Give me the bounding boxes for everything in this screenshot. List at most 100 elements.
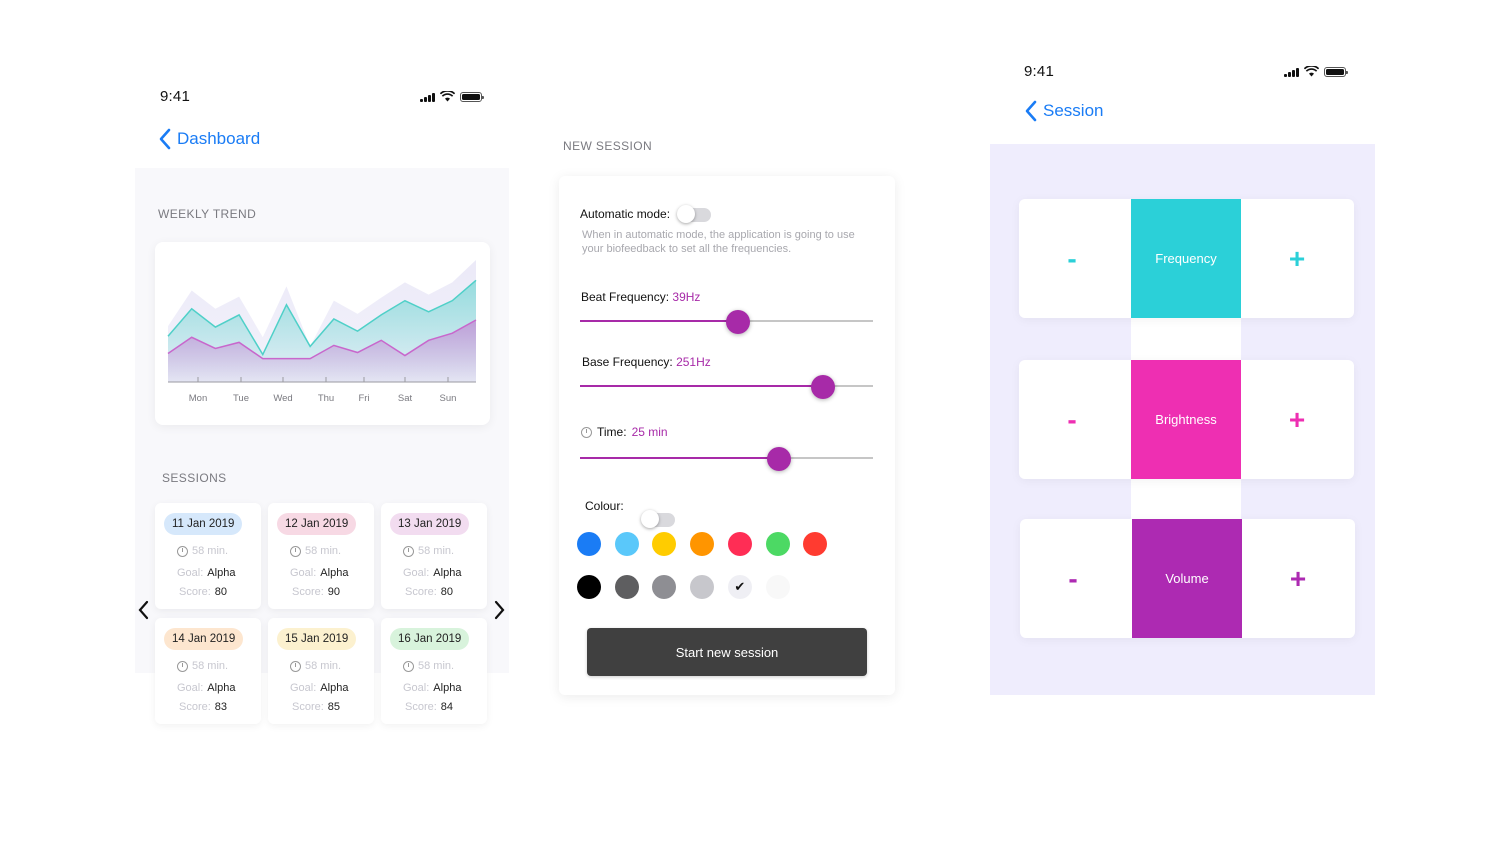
colour-label: Colour: (585, 499, 624, 513)
volume-increase-button[interactable]: + (1289, 562, 1307, 594)
chevron-right-icon (494, 600, 505, 620)
frequency-label: Frequency (1131, 199, 1241, 318)
session-card[interactable]: 14 Jan 2019 58 min. Goal: Alpha Score: 83 (155, 618, 261, 724)
card-connector (1131, 318, 1241, 360)
x-tick-label: Mon (189, 393, 207, 404)
clock-icon (177, 660, 188, 672)
session-duration: 58 min. (177, 545, 228, 557)
automatic-mode-hint: When in automatic mode, the application … (582, 229, 855, 255)
base-frequency-slider[interactable] (580, 375, 873, 399)
colour-swatch[interactable] (765, 532, 790, 556)
frequency-increase-button[interactable]: + (1288, 242, 1306, 274)
session-date: 12 Jan 2019 (277, 513, 357, 535)
base-frequency-value: 251Hz (676, 355, 711, 369)
session-date: 15 Jan 2019 (277, 628, 357, 650)
new-session-title: NEW SESSION (563, 139, 653, 153)
brightness-decrease-button[interactable]: - (1067, 403, 1077, 435)
series-line (167, 319, 477, 360)
x-tick-label: Sat (398, 393, 413, 404)
back-to-session[interactable]: Session (1024, 100, 1103, 122)
session-goal: Goal: Alpha (177, 567, 236, 579)
time-label: Time: 25 min (581, 425, 668, 439)
status-time: 9:41 (160, 88, 190, 105)
session-goal: Goal: Alpha (290, 682, 349, 694)
session-score: Score: 90 (292, 586, 341, 598)
status-icons (420, 91, 484, 102)
colour-swatch[interactable] (652, 575, 677, 599)
battery-icon (459, 91, 484, 102)
signal-icon (1284, 67, 1299, 77)
time-value: 25 min (631, 425, 668, 439)
colour-swatch[interactable] (803, 532, 828, 556)
session-score: Score: 84 (405, 701, 454, 713)
beat-frequency-slider[interactable] (580, 310, 873, 334)
chevron-left-icon (1025, 100, 1037, 122)
colour-swatch[interactable] (614, 532, 639, 556)
new-session-card (559, 176, 895, 695)
clock-icon (403, 660, 414, 672)
slider-thumb[interactable] (811, 375, 836, 399)
x-tick-label: Wed (273, 393, 292, 404)
sessions-title: SESSIONS (162, 471, 227, 485)
x-tick-label: Tue (233, 393, 249, 404)
next-sessions-button[interactable] (493, 600, 505, 626)
signal-icon (420, 92, 435, 102)
slider-thumb[interactable] (726, 310, 751, 334)
brightness-control: - Brightness + (1019, 360, 1354, 479)
colour-swatch[interactable] (727, 532, 752, 556)
prev-sessions-button[interactable] (138, 600, 150, 626)
beat-frequency-label: Beat Frequency: 39Hz (581, 290, 701, 304)
colour-swatch[interactable] (577, 532, 601, 556)
session-date: 16 Jan 2019 (390, 628, 470, 650)
colour-swatch[interactable] (652, 532, 677, 556)
x-tick-label: Thu (318, 393, 334, 404)
card-connector (1131, 478, 1241, 519)
wifi-icon (1303, 66, 1319, 77)
slider-thumb[interactable] (767, 447, 792, 471)
volume-decrease-button[interactable]: - (1068, 562, 1078, 594)
session-card[interactable]: 12 Jan 2019 58 min. Goal: Alpha Score: 90 (268, 503, 374, 609)
back-to-dashboard[interactable]: Dashboard (158, 128, 260, 150)
colour-swatch[interactable] (614, 575, 639, 599)
session-card[interactable]: 15 Jan 2019 58 min. Goal: Alpha Score: 85 (268, 618, 374, 724)
clock-icon (403, 545, 414, 557)
x-tick-label: Fri (358, 393, 369, 404)
frequency-decrease-button[interactable]: - (1067, 242, 1077, 274)
status-icons (1284, 66, 1348, 77)
colour-swatch[interactable] (690, 575, 715, 599)
colour-swatch[interactable] (690, 532, 715, 556)
back-label: Session (1043, 101, 1104, 120)
checkmark-icon: ✔ (734, 579, 746, 594)
frequency-control: - Frequency + (1019, 199, 1354, 318)
session-duration: 58 min. (290, 545, 341, 557)
automatic-mode-label: Automatic mode: (580, 207, 671, 221)
base-frequency-label: Base Frequency: 251Hz (582, 355, 711, 369)
volume-control: - Volume + (1020, 519, 1355, 638)
beat-frequency-value: 39Hz (672, 290, 701, 304)
start-new-session-button[interactable]: Start new session (587, 628, 867, 676)
session-card[interactable]: 13 Jan 2019 58 min. Goal: Alpha Score: 80 (381, 503, 487, 609)
session-date: 14 Jan 2019 (164, 628, 244, 650)
session-card[interactable]: 11 Jan 2019 58 min. Goal: Alpha Score: 80 (155, 503, 261, 609)
colour-swatch[interactable] (577, 575, 601, 599)
automatic-mode-toggle[interactable] (677, 205, 711, 223)
session-score: Score: 85 (292, 701, 341, 713)
volume-label: Volume (1132, 519, 1242, 638)
brightness-increase-button[interactable]: + (1288, 403, 1306, 435)
colour-swatch[interactable] (765, 575, 790, 599)
session-goal: Goal: Alpha (177, 682, 236, 694)
session-card[interactable]: 16 Jan 2019 58 min. Goal: Alpha Score: 84 (381, 618, 487, 724)
session-date: 13 Jan 2019 (390, 513, 470, 535)
brightness-label: Brightness (1131, 360, 1241, 479)
session-duration: 58 min. (290, 660, 341, 672)
colour-swatch[interactable]: ✔ (727, 575, 752, 599)
colour-toggle[interactable] (641, 510, 675, 528)
clock-icon (177, 545, 188, 557)
session-goal: Goal: Alpha (290, 567, 349, 579)
back-label: Dashboard (177, 129, 261, 148)
clock-icon (290, 660, 301, 672)
trend-chart-svg: Mon Tue Wed Thu Fri Sat Sun (167, 260, 477, 404)
session-score: Score: 80 (179, 586, 228, 598)
status-time: 9:41 (1024, 63, 1054, 80)
time-slider[interactable] (580, 447, 873, 471)
